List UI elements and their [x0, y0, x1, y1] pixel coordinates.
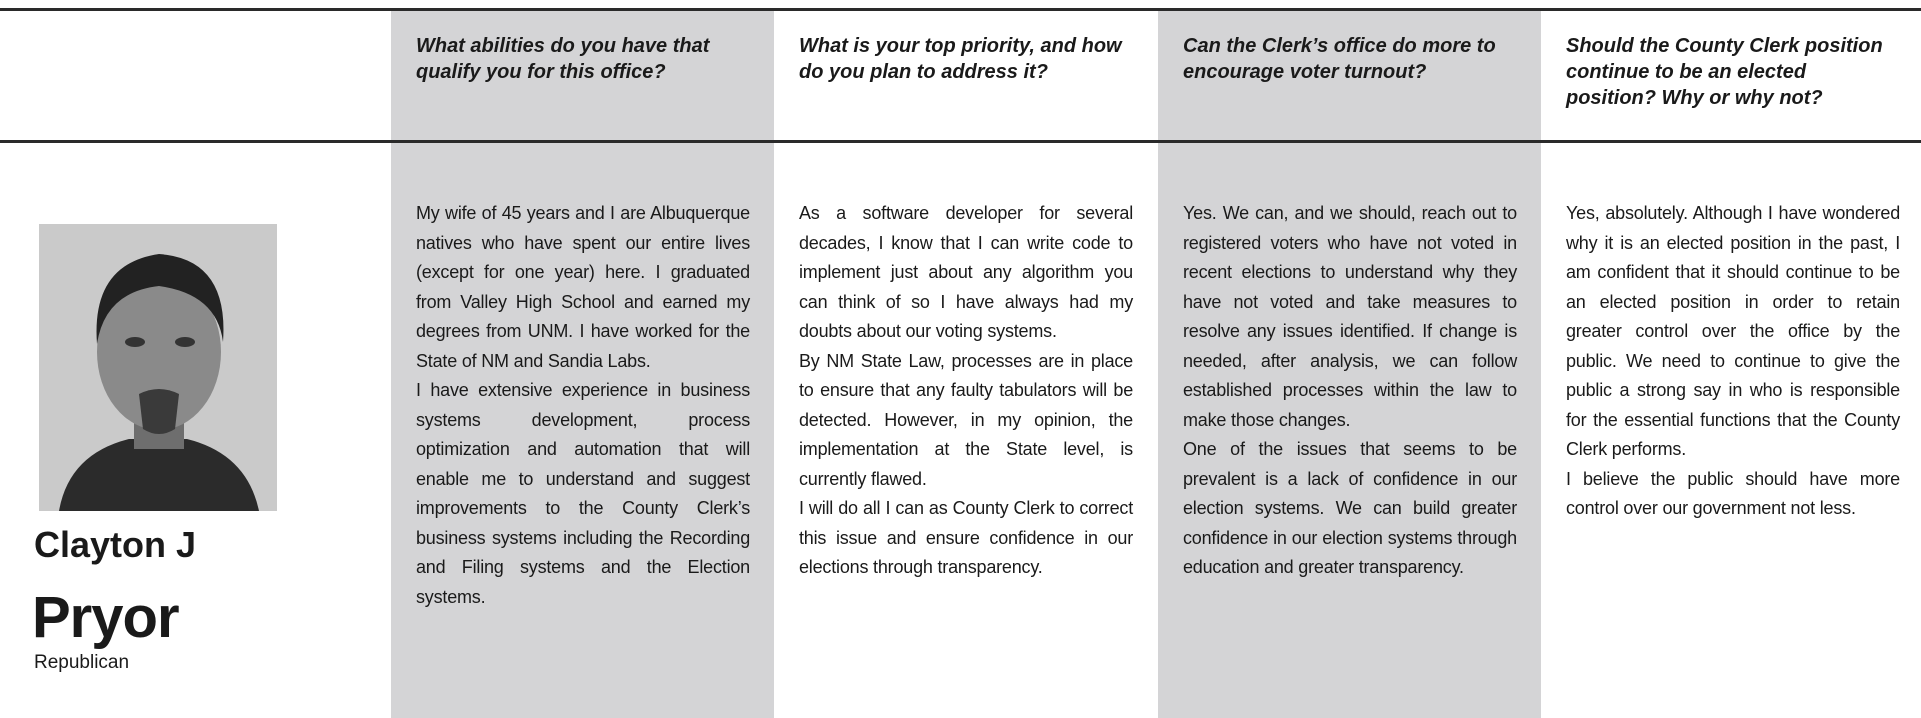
- answer-paragraph: I have extensive experience in business …: [416, 380, 750, 607]
- question: Should the County Clerk position continu…: [1566, 35, 1883, 109]
- answer-paragraph: By NM State Law, processes are in place …: [799, 350, 1133, 489]
- top-rule: [0, 8, 1921, 11]
- answer-paragraph: Yes. We can, and we should, reach out to…: [1183, 203, 1517, 430]
- answer-paragraph: As a software developer for several deca…: [799, 203, 1133, 341]
- answer: Yes, absolutely. Although I have wondere…: [1541, 143, 1921, 718]
- header-rule: [0, 140, 1921, 143]
- answer: My wife of 45 years and I are Albuquerqu…: [391, 143, 774, 718]
- candidate-party: Republican: [34, 652, 130, 673]
- answer-paragraph: One of the issues that seems to be preva…: [1183, 439, 1517, 577]
- question: Can the Clerk’s office do more to encour…: [1158, 11, 1541, 140]
- answer-paragraph: I believe the public should have more co…: [1566, 468, 1900, 519]
- candidate-last-name: Pryor: [32, 585, 180, 650]
- question: What is your top priority, and how do yo…: [799, 35, 1122, 83]
- answer: As a software developer for several deca…: [774, 143, 1157, 718]
- answer-paragraph: I will do all I can as County Clerk to c…: [799, 498, 1133, 577]
- answer-paragraph: My wife of 45 years and I are Albuquerqu…: [416, 203, 750, 371]
- answer: Yes. We can, and we should, reach out to…: [1158, 143, 1541, 718]
- candidate-photo: [39, 224, 277, 511]
- candidate-first-name: Clayton J: [34, 524, 197, 565]
- question: What abilities do you have that qualify …: [391, 11, 774, 140]
- answer-paragraph: Yes, absolutely. Although I have wondere…: [1566, 203, 1900, 459]
